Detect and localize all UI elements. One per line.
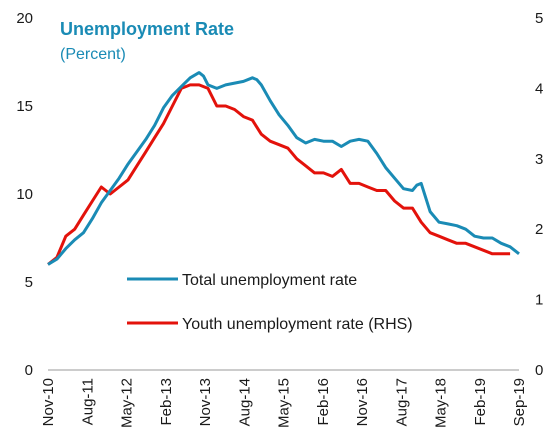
x-tick-label: May-15 (276, 378, 293, 428)
legend: Total unemployment rate Youth unemployme… (127, 272, 413, 333)
x-tick-label: Feb-19 (472, 378, 489, 426)
x-tick-label: Sep-19 (511, 378, 528, 426)
y-left-tick-label: 0 (25, 362, 33, 379)
y-left-tick-label: 10 (16, 186, 33, 203)
x-tick-label: Aug-14 (236, 378, 253, 426)
y-right-tick-label: 0 (535, 362, 543, 379)
x-tick-label: Aug-17 (393, 378, 410, 426)
y-right-tick-label: 1 (535, 292, 543, 309)
x-tick-label: Nov-16 (354, 378, 371, 426)
series-line-1 (47, 83, 511, 266)
y-right-tick-label: 4 (535, 80, 543, 97)
x-tick-label: May-18 (433, 378, 450, 428)
chart-title: Unemployment Rate (60, 19, 234, 39)
x-tick-label: Nov-10 (40, 378, 57, 426)
y-right-tick-label: 3 (535, 151, 543, 168)
y-left-tick-label: 15 (16, 98, 33, 115)
tick-labels: 0 5 10 15 20 0 1 2 3 4 5 Nov-10 Aug-11 May-12 Feb-13 No… (16, 10, 543, 428)
legend-label-youth: Youth unemployment rate (RHS) (182, 316, 413, 333)
y-right-tick-label: 5 (535, 10, 543, 27)
x-tick-label: Feb-13 (158, 378, 175, 426)
x-tick-label: Feb-16 (315, 378, 332, 426)
x-tick-label: Nov-13 (197, 378, 214, 426)
chart-subtitle: (Percent) (60, 46, 126, 63)
y-right-tick-label: 2 (535, 221, 543, 238)
legend-label-total: Total unemployment rate (182, 272, 357, 289)
series-line-0 (47, 71, 520, 266)
series-layer (47, 71, 520, 266)
y-left-tick-label: 5 (25, 274, 33, 291)
y-left-tick-label: 20 (16, 10, 33, 27)
x-tick-label: May-12 (119, 378, 136, 428)
x-tick-label: Aug-11 (79, 378, 96, 425)
